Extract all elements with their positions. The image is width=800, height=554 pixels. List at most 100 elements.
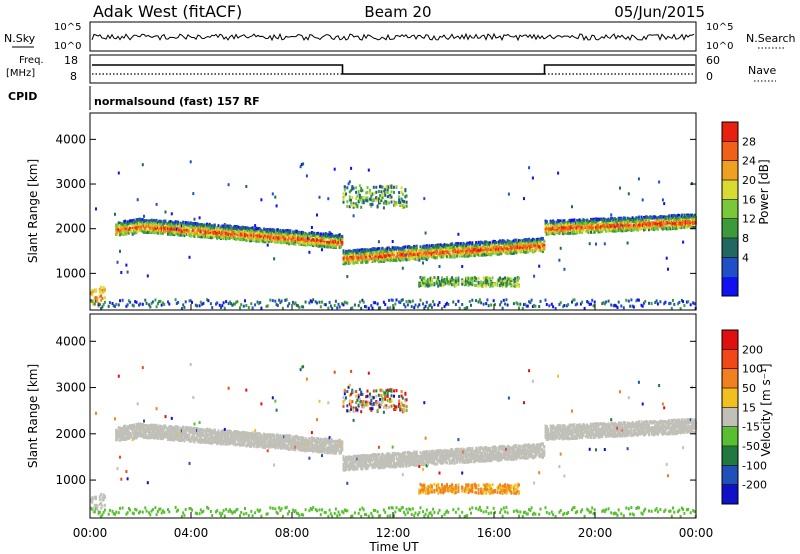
power-cell: [299, 239, 302, 243]
nsky-frame: [89, 21, 697, 52]
power-cell: [476, 246, 479, 250]
power-cell: [177, 221, 180, 225]
power-cell: [367, 168, 370, 172]
power-cell: [590, 230, 592, 234]
power-cell: [612, 221, 615, 225]
power-cell: [437, 284, 440, 288]
power-cell: [411, 250, 414, 254]
power-cell: [577, 228, 580, 232]
power-cell: [528, 300, 531, 304]
power-cell: [406, 303, 409, 307]
power-cell: [544, 221, 547, 225]
power-cell: [401, 204, 404, 207]
power-cell: [177, 300, 180, 304]
power-cell: [391, 259, 394, 262]
power-cell: [574, 221, 577, 225]
power-cell: [593, 230, 596, 234]
power-cell: [547, 222, 549, 226]
power-cell: [355, 197, 358, 200]
power-cell: [150, 218, 153, 222]
power-cell: [318, 242, 321, 246]
power-cell: [197, 223, 200, 227]
power-cell: [178, 233, 181, 237]
power-cell: [485, 278, 488, 282]
power-cell: [453, 279, 456, 282]
power-cell: [376, 258, 379, 262]
power-cell: [160, 220, 163, 224]
power-cell: [182, 220, 185, 224]
power-cell: [433, 281, 436, 285]
power-cell: [160, 227, 163, 231]
power-cell: [266, 231, 269, 235]
power-cell: [241, 235, 244, 239]
power-cell: [300, 237, 303, 241]
power-cell: [280, 230, 283, 234]
power-cell: [206, 224, 209, 228]
power-cell: [115, 224, 118, 228]
power-cell: [444, 278, 447, 282]
power-cell: [601, 218, 604, 222]
power-cell: [260, 234, 263, 238]
power-cell: [428, 248, 431, 252]
power-cell: [361, 298, 364, 302]
power-cell: [221, 235, 224, 239]
power-cell: [358, 248, 361, 252]
power-cell: [314, 235, 317, 239]
power-cell: [605, 223, 608, 227]
power-cell: [558, 219, 561, 223]
power-cell: [446, 276, 448, 280]
power-cell: [96, 296, 99, 300]
power-cell: [549, 224, 552, 228]
power-cell: [420, 281, 423, 285]
power-cell: [629, 220, 632, 224]
power-cell: [361, 251, 364, 255]
power-cell: [399, 252, 402, 256]
power-cell: [100, 299, 103, 302]
power-cell: [466, 280, 469, 283]
power-cell: [223, 226, 226, 230]
power-cell: [382, 201, 385, 205]
power-cell: [374, 252, 377, 256]
power-cell: [371, 203, 374, 206]
power-cell: [391, 252, 394, 256]
power-cell: [350, 260, 353, 264]
power-cell: [215, 234, 217, 238]
power-cell: [583, 219, 586, 223]
power-cell: [312, 241, 315, 245]
power-cell: [573, 229, 576, 233]
power-cell: [512, 302, 515, 306]
power-cell: [206, 233, 209, 237]
power-cell: [247, 237, 250, 241]
power-cell: [629, 225, 632, 229]
power-cell: [449, 254, 452, 258]
power-cell: [630, 229, 633, 232]
power-cell: [603, 242, 606, 246]
power-cell: [348, 258, 351, 262]
power-cell: [545, 229, 548, 233]
power-cell: [240, 303, 243, 307]
power-cell: [454, 250, 457, 254]
power-cell: [404, 257, 407, 261]
power-cell: [357, 191, 360, 195]
power-cell: [198, 233, 201, 237]
power-cell: [346, 275, 349, 278]
power-cell: [300, 305, 303, 309]
power-cell: [588, 226, 591, 230]
power-cell: [316, 232, 318, 236]
power-cell: [249, 239, 252, 243]
power-cell: [345, 258, 347, 262]
power-cell: [403, 254, 406, 257]
power-cell: [489, 241, 491, 245]
power-cell: [487, 276, 490, 280]
power-cell: [491, 249, 494, 253]
power-cell: [342, 192, 345, 196]
power-cell: [236, 237, 239, 241]
power-cell: [428, 283, 431, 287]
power-cell: [153, 224, 156, 228]
power-cell: [275, 204, 278, 208]
power-cell: [579, 302, 582, 306]
power-cell: [343, 256, 346, 260]
power-cell: [294, 230, 297, 234]
power-cell: [194, 231, 197, 235]
power-cell: [390, 255, 393, 259]
